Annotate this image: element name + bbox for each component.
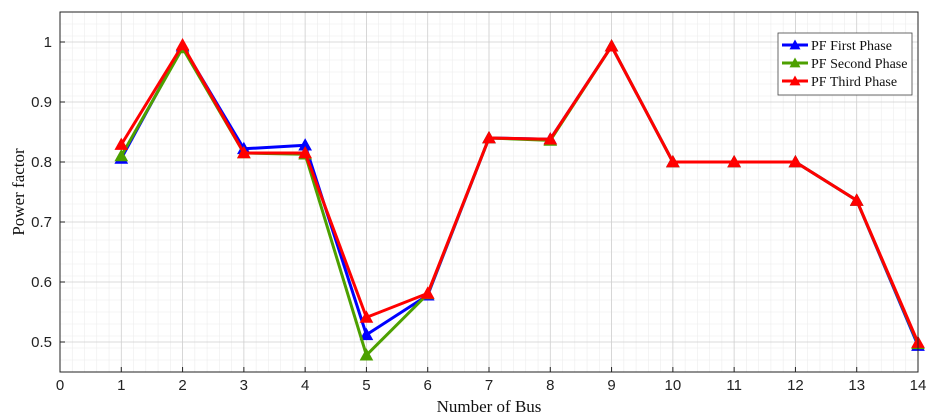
x-tick-label: 4 <box>301 377 309 394</box>
y-axis-ticks: 0.5 0.6 0.7 0.8 0.9 1 <box>31 34 65 351</box>
data-point-marker <box>604 39 619 52</box>
y-axis-label: Power factor <box>9 148 28 236</box>
x-axis-ticks: 0 1 2 3 4 5 6 7 8 9 10 11 12 13 14 <box>56 367 927 394</box>
series-line <box>120 43 920 344</box>
data-point-marker <box>359 310 374 323</box>
y-tick-label: 1 <box>44 34 52 51</box>
y-tick-label: 0.5 <box>31 334 52 351</box>
x-tick-label: 13 <box>848 377 865 394</box>
data-point-marker <box>666 154 680 168</box>
x-tick-label: 14 <box>910 377 927 394</box>
data-point-marker <box>420 286 435 299</box>
y-tick-label: 0.6 <box>31 274 52 291</box>
x-tick-label: 2 <box>178 377 186 394</box>
series-layer <box>114 37 925 361</box>
legend-marker <box>789 39 801 50</box>
series-3 <box>114 37 925 348</box>
x-tick-label: 5 <box>362 377 370 394</box>
data-point-marker <box>298 145 312 159</box>
data-point-marker <box>482 130 496 144</box>
x-tick-label: 7 <box>485 377 493 394</box>
data-point-marker <box>727 154 741 168</box>
legend-item: PF First Phase <box>782 39 892 54</box>
data-point-marker <box>175 37 190 51</box>
legend: PF First Phase PF Second Phase PF Third Ph… <box>777 32 913 96</box>
x-tick-label: 1 <box>117 377 125 394</box>
data-point-marker <box>849 193 864 206</box>
x-axis-label: Number of Bus <box>437 397 542 416</box>
legend-item: PF Third Phase <box>782 75 897 90</box>
y-tick-label: 0.7 <box>31 214 52 231</box>
data-point-marker <box>543 132 558 145</box>
legend-item: PF Second Phase <box>782 57 907 72</box>
y-tick-label: 0.9 <box>31 94 52 111</box>
data-point-marker <box>114 148 129 162</box>
legend-marker <box>789 75 801 86</box>
data-point-marker <box>359 327 374 341</box>
legend-label: PF Second Phase <box>811 57 907 72</box>
x-tick-label: 8 <box>546 377 554 394</box>
x-tick-label: 0 <box>56 377 64 394</box>
legend-label: PF Third Phase <box>811 75 897 90</box>
x-tick-label: 12 <box>787 377 804 394</box>
x-tick-label: 11 <box>726 377 742 394</box>
legend-marker <box>789 57 801 68</box>
y-tick-label: 0.8 <box>31 154 52 171</box>
x-tick-label: 3 <box>240 377 248 394</box>
plot-frame <box>59 11 919 373</box>
data-point-marker <box>114 137 129 150</box>
data-point-marker <box>788 154 803 168</box>
data-point-marker <box>359 348 374 361</box>
legend-label: PF First Phase <box>811 39 892 54</box>
x-tick-label: 9 <box>607 377 615 394</box>
data-point-marker <box>237 145 251 159</box>
x-tick-label: 6 <box>424 377 432 394</box>
x-tick-label: 10 <box>665 377 682 394</box>
